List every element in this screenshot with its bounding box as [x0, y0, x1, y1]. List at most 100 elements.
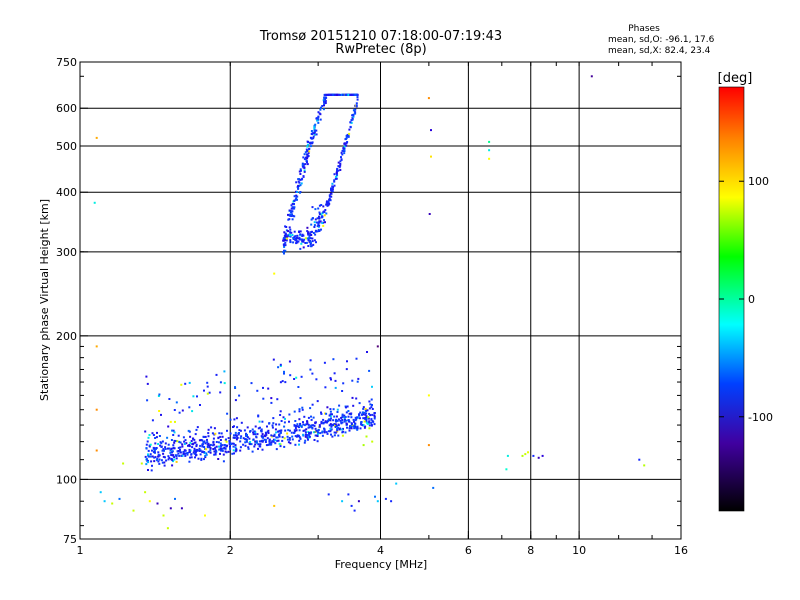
- cluster-point: [364, 409, 367, 412]
- cluster-point: [196, 426, 199, 429]
- cluster-point: [290, 213, 293, 216]
- cluster-point: [350, 416, 353, 419]
- cluster-point: [329, 408, 332, 411]
- cluster-point: [263, 438, 266, 441]
- cluster-point: [155, 447, 158, 449]
- cluster-point: [364, 413, 367, 416]
- data-point: [541, 454, 544, 457]
- data-point: [430, 155, 432, 158]
- cluster-point: [232, 445, 235, 448]
- data-point: [156, 502, 159, 505]
- cluster-point: [188, 460, 191, 463]
- cluster-point: [147, 455, 150, 458]
- cluster-point: [323, 100, 325, 103]
- cluster-point: [233, 452, 235, 455]
- cluster-point: [296, 423, 299, 426]
- cluster-point: [168, 456, 171, 459]
- cluster-point: [283, 252, 285, 255]
- cluster-point: [184, 449, 187, 452]
- cluster-point: [292, 203, 295, 206]
- cluster-point: [325, 203, 328, 206]
- cluster-point: [289, 442, 292, 445]
- cluster-point: [153, 460, 156, 463]
- cluster-point: [270, 441, 273, 444]
- cluster-point: [239, 437, 242, 440]
- cluster-point: [264, 441, 267, 443]
- cluster-point: [296, 198, 298, 201]
- cluster-point: [352, 418, 355, 421]
- cluster-point: [224, 444, 227, 447]
- cluster-point: [309, 142, 312, 145]
- cluster-point: [254, 443, 257, 446]
- cluster-point: [288, 420, 290, 423]
- data-point: [505, 468, 508, 471]
- cluster-point: [324, 420, 327, 423]
- cluster-point: [351, 117, 354, 119]
- cluster-point: [184, 439, 187, 442]
- cluster-point: [341, 390, 344, 392]
- cluster-point: [309, 136, 312, 139]
- cluster-point: [160, 459, 163, 462]
- data-points: [93, 75, 646, 530]
- cluster-point: [333, 180, 336, 183]
- cluster-point: [209, 443, 212, 446]
- cluster-point: [195, 428, 198, 431]
- cluster-point: [283, 445, 286, 448]
- cluster-point: [354, 419, 357, 422]
- data-point: [174, 420, 176, 423]
- cluster-point: [305, 148, 308, 151]
- cluster-point: [213, 443, 216, 446]
- cluster-point: [168, 398, 171, 400]
- cluster-point: [284, 381, 287, 384]
- cluster-point: [293, 215, 296, 218]
- cluster-point: [313, 221, 316, 224]
- cluster-point: [311, 141, 314, 144]
- cluster-point: [235, 448, 238, 451]
- cluster-point: [272, 417, 275, 420]
- cluster-point: [334, 423, 337, 426]
- cluster-point: [209, 449, 212, 452]
- cluster-point: [358, 414, 361, 417]
- cluster-point: [146, 440, 149, 443]
- cluster-point: [346, 405, 349, 408]
- cluster-point: [289, 213, 292, 216]
- cluster-point: [150, 460, 153, 463]
- cluster-point: [344, 93, 347, 96]
- cluster-point: [219, 391, 222, 394]
- cluster-point: [335, 418, 338, 421]
- cluster-point: [295, 435, 298, 438]
- cluster-point: [371, 408, 374, 410]
- cluster-point: [308, 433, 311, 436]
- cluster-point: [289, 234, 291, 237]
- cluster-point: [263, 434, 266, 437]
- cluster-point: [284, 429, 287, 432]
- cluster-point: [311, 237, 314, 240]
- cluster-point: [334, 426, 337, 428]
- cluster-point: [170, 458, 173, 461]
- cluster-point: [175, 401, 178, 404]
- cluster-point: [371, 385, 373, 388]
- cluster-point: [147, 469, 149, 471]
- cluster-point: [325, 93, 327, 96]
- cluster-point: [153, 456, 156, 459]
- cluster-point: [324, 209, 327, 211]
- cluster-point: [332, 419, 335, 422]
- cluster-point: [178, 440, 181, 443]
- cluster-point: [286, 435, 289, 438]
- cluster-point: [187, 444, 189, 447]
- cluster-point: [279, 381, 282, 384]
- cluster-point: [341, 434, 344, 437]
- cluster-point: [337, 423, 340, 426]
- cluster-point: [311, 403, 314, 406]
- cluster-point: [195, 443, 198, 446]
- cluster-point: [283, 245, 286, 248]
- cluster-point: [304, 237, 307, 240]
- cluster-point: [320, 420, 323, 423]
- cluster-point: [314, 218, 317, 221]
- cluster-point: [356, 380, 359, 383]
- cluster-point: [167, 455, 170, 458]
- data-point: [103, 500, 106, 503]
- cluster-point: [320, 216, 323, 219]
- cluster-point: [271, 424, 274, 427]
- cluster-point: [158, 393, 161, 396]
